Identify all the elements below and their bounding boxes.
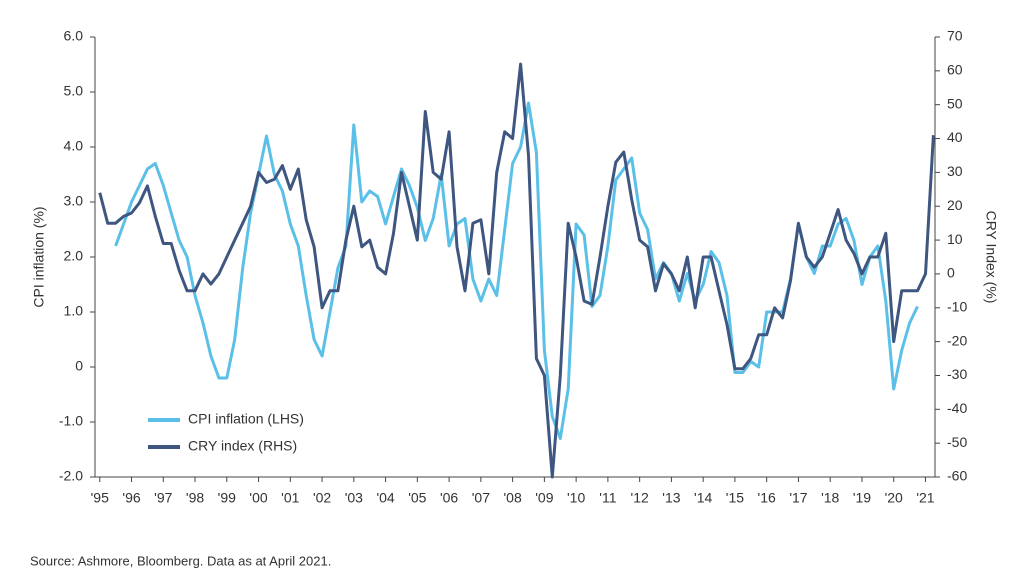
x-tick-label: '95 [91, 490, 109, 506]
y-tick-label: 2.0 [64, 248, 84, 264]
x-tick-label: '98 [186, 490, 204, 506]
x-tick-label: '21 [916, 490, 934, 506]
x-tick-label: '03 [345, 490, 363, 506]
x-tick-label: '06 [440, 490, 458, 506]
x-tick-label: '99 [218, 490, 236, 506]
y-tick-label: 6.0 [64, 28, 84, 44]
x-tick-label: '10 [567, 490, 585, 506]
y-tick-label: 5.0 [64, 83, 84, 99]
y-axis-label: CPI inflation (%) [31, 206, 47, 307]
x-tick-label: '07 [472, 490, 490, 506]
x-tick-label: '16 [758, 490, 776, 506]
x-tick-label: '08 [503, 490, 521, 506]
series-line [114, 101, 919, 440]
y2-axis-label: CRY Index (%) [983, 211, 999, 304]
x-tick-label: '14 [694, 490, 712, 506]
y2-tick-label: -10 [947, 298, 967, 314]
x-tick-label: '12 [631, 490, 649, 506]
legend-label: CRY index (RHS) [188, 438, 297, 454]
y2-tick-label: 40 [947, 129, 963, 145]
x-tick-label: '17 [789, 490, 807, 506]
x-tick-label: '04 [376, 490, 394, 506]
legend-label: CPI inflation (LHS) [188, 411, 304, 427]
y2-tick-label: 20 [947, 197, 963, 213]
y-tick-label: 1.0 [64, 303, 84, 319]
x-tick-label: '13 [662, 490, 680, 506]
x-tick-label: '18 [821, 490, 839, 506]
x-tick-label: '01 [281, 490, 299, 506]
y2-tick-label: 60 [947, 62, 963, 78]
x-tick-label: '96 [122, 490, 140, 506]
y2-tick-label: 10 [947, 231, 963, 247]
x-tick-label: '11 [599, 490, 616, 506]
x-tick-label: '02 [313, 490, 331, 506]
y2-tick-label: 0 [947, 265, 955, 281]
x-tick-label: '19 [853, 490, 871, 506]
source-note: Source: Ashmore, Bloomberg. Data as at A… [30, 553, 331, 568]
x-tick-label: '05 [408, 490, 426, 506]
x-tick-label: '15 [726, 490, 744, 506]
y2-tick-label: -20 [947, 332, 967, 348]
y2-tick-label: 30 [947, 163, 963, 179]
y2-tick-label: -40 [947, 400, 967, 416]
x-tick-label: '09 [535, 490, 553, 506]
y-tick-label: -1.0 [59, 413, 83, 429]
series-line [98, 62, 935, 479]
x-tick-label: '00 [249, 490, 267, 506]
y2-tick-label: -60 [947, 468, 967, 484]
y2-tick-label: -50 [947, 434, 967, 450]
y-tick-label: 3.0 [64, 193, 84, 209]
x-tick-label: '20 [885, 490, 903, 506]
y2-tick-label: 50 [947, 95, 963, 111]
x-tick-label: '97 [154, 490, 172, 506]
y-tick-label: -2.0 [59, 468, 83, 484]
y2-tick-label: 70 [947, 28, 963, 44]
y2-tick-label: -30 [947, 366, 967, 382]
y-tick-label: 4.0 [64, 138, 84, 154]
y-tick-label: 0 [75, 358, 83, 374]
